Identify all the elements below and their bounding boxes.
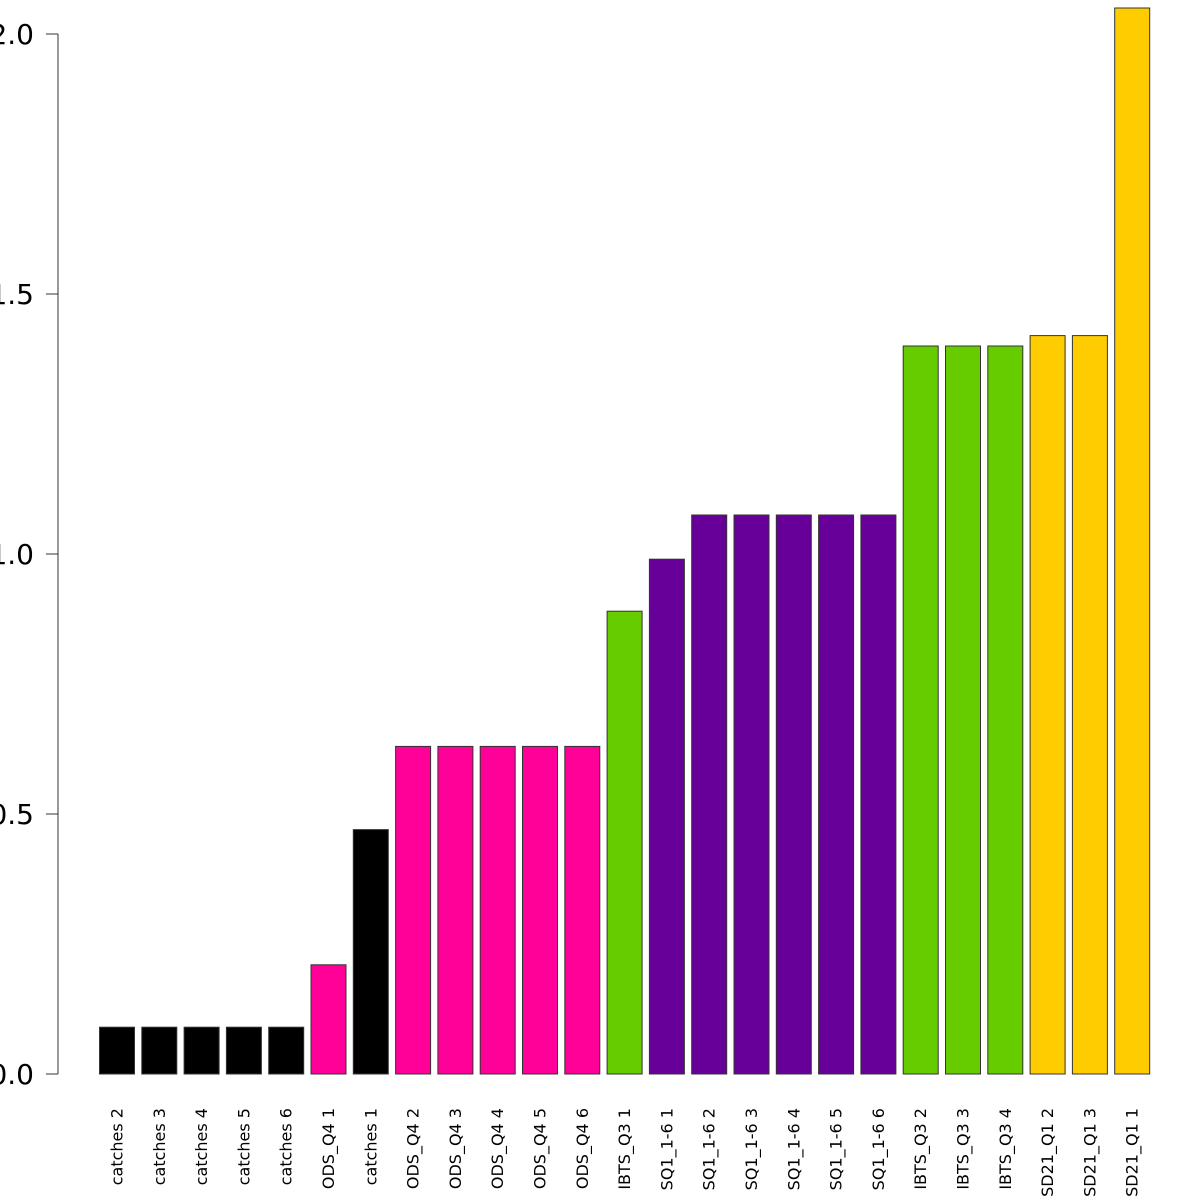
bars xyxy=(99,7,1151,1075)
bar xyxy=(860,514,897,1075)
x-tick-label: ODS_Q4 1 xyxy=(319,1108,339,1189)
bar xyxy=(648,558,685,1075)
bar xyxy=(99,1026,135,1075)
bar xyxy=(775,514,812,1075)
y-tick-label: 0.5 xyxy=(0,798,34,831)
bar xyxy=(945,345,981,1075)
x-tick-label: ODS_Q4 4 xyxy=(488,1108,508,1189)
bar xyxy=(691,514,728,1075)
y-tick-label: 2.0 xyxy=(0,18,34,51)
bar xyxy=(1071,335,1108,1075)
x-tick-label: SQ1_1-6 1 xyxy=(657,1108,677,1190)
x-tick-label: SQ1_1-6 2 xyxy=(700,1108,720,1190)
x-tick-label: IBTS_Q3 4 xyxy=(996,1108,1016,1190)
x-tick-label: catches 4 xyxy=(192,1108,211,1185)
bar xyxy=(310,964,347,1075)
x-axis-labels: catches 2 catches 3 catches 4 catches 5 catc… xyxy=(108,1108,1143,1197)
bar xyxy=(141,1026,178,1075)
x-tick-label: ODS_Q4 2 xyxy=(404,1108,424,1189)
x-tick-label: catches 5 xyxy=(234,1108,253,1185)
bar xyxy=(606,610,643,1075)
x-tick-label: catches 3 xyxy=(150,1108,169,1185)
bar xyxy=(522,745,558,1075)
bar xyxy=(268,1026,305,1075)
bar xyxy=(902,345,939,1075)
bar xyxy=(1029,335,1066,1075)
y-axis: 0.0 0.5 1.0 1.5 2.0 xyxy=(0,18,59,1091)
x-tick-label: IBTS_Q3 3 xyxy=(954,1108,974,1190)
bar xyxy=(352,829,389,1075)
y-tick-label: 1.0 xyxy=(0,538,34,571)
x-tick-label: ODS_Q4 5 xyxy=(531,1108,551,1189)
x-tick-label: catches 6 xyxy=(277,1108,296,1185)
bar xyxy=(987,345,1024,1075)
y-tick-label: 1.5 xyxy=(0,278,34,311)
x-tick-label: ODS_Q4 3 xyxy=(446,1108,466,1189)
bar xyxy=(733,514,770,1075)
bar xyxy=(818,514,855,1075)
x-tick-label: IBTS_Q3 1 xyxy=(615,1108,635,1190)
x-tick-label: ODS_Q4 6 xyxy=(573,1108,593,1189)
x-tick-label: SQ1_1-6 3 xyxy=(742,1108,762,1190)
x-tick-label: SD21_Q1 1 xyxy=(1123,1108,1143,1197)
bar xyxy=(437,745,474,1075)
x-tick-label: catches 2 xyxy=(108,1108,127,1185)
bar xyxy=(479,745,516,1075)
x-tick-label: SD21_Q1 2 xyxy=(1038,1108,1058,1197)
bar xyxy=(225,1026,262,1075)
x-tick-label: catches 1 xyxy=(361,1108,380,1185)
x-tick-label: SD21_Q1 3 xyxy=(1080,1108,1100,1197)
x-tick-label: IBTS_Q3 2 xyxy=(911,1108,931,1190)
bar xyxy=(183,1026,220,1075)
bar xyxy=(1114,7,1151,1075)
bar xyxy=(395,745,432,1075)
bar xyxy=(564,745,601,1075)
x-tick-label: SQ1_1-6 6 xyxy=(869,1108,889,1190)
y-tick-label: 0.0 xyxy=(0,1058,34,1091)
x-tick-label: SQ1_1-6 5 xyxy=(827,1108,847,1190)
x-tick-label: SQ1_1-6 4 xyxy=(784,1108,804,1190)
